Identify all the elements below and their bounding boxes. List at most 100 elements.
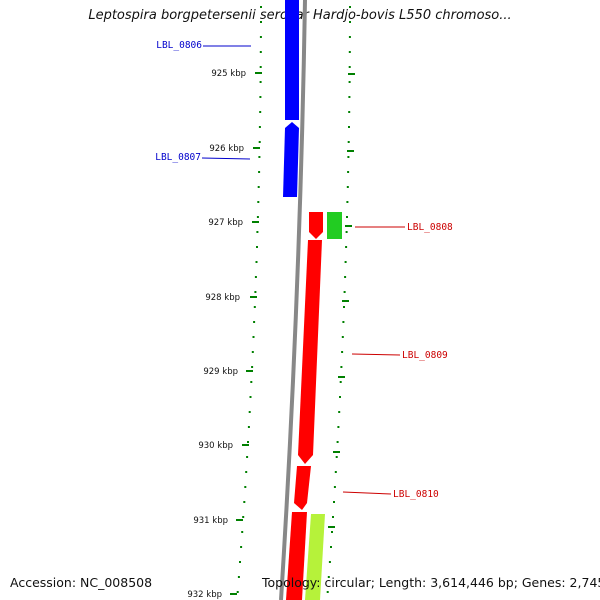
scale-dot [334,471,337,473]
tick-label: 926 kbp [209,144,244,154]
scale-dot [255,261,258,263]
scale-dot [345,246,348,248]
accession-text: Accession: NC_008508 [10,575,153,590]
gene-label-text: LBL_0808 [407,222,453,233]
scale-dot [239,561,241,563]
scale-dot [257,186,260,188]
gene-label-lbl-0807[interactable]: LBL_0807 [155,152,251,163]
gene-label-lbl-0806[interactable]: LBL_0806 [156,40,251,51]
scale-dot [259,36,262,38]
scale-dot [256,216,259,218]
scale-dot [347,171,350,173]
gene-label-text: LBL_0809 [402,350,448,361]
tick-label: 928 kbp [205,293,240,303]
scale-dot [345,231,348,233]
scale-dot [258,126,261,128]
gene-label-lbl-0810[interactable]: LBL_0810 [342,489,439,500]
tick-label: 929 kbp [203,367,238,377]
scale-dot [244,486,247,488]
scale-dots [236,6,351,593]
gene-label-text: LBL_0806 [156,40,202,51]
gene-feature-lime[interactable] [305,514,325,600]
scale-dot [335,456,338,458]
scale-dot [236,591,239,593]
scale-dot [349,21,351,23]
scale-dot [250,381,253,383]
scale-dot [344,261,347,263]
right-scale-dashes [328,73,355,528]
scale-dot [346,201,349,203]
genome-backbone [279,0,307,600]
tick-928: 928 kbp [205,293,257,303]
scale-dot [242,516,245,518]
scale-dot [249,396,252,398]
gene-feature-lbl-0811[interactable] [286,512,307,600]
scale-dot [347,156,350,158]
scale-dot [342,321,345,323]
scale-dot [328,561,331,563]
scale-dot [348,51,351,53]
scale-dot [253,321,256,323]
scale-dot [246,456,249,458]
scale-dot [343,291,346,293]
tick-929: 929 kbp [203,367,253,377]
scale-dot [348,111,351,113]
scale-dot [349,6,351,8]
scale-dot [338,411,341,413]
scale-dot [240,546,243,548]
scale-dot [256,246,258,248]
gene-feature-lbl-0808-red[interactable] [309,212,323,239]
tick-label: 930 kbp [198,441,233,451]
scale-dot [259,66,262,68]
scale-dot [348,81,351,83]
scale-dot [243,501,246,503]
scale-dot [348,126,350,128]
scale-dot [339,381,342,383]
scale-dot [330,546,332,548]
scale-dot [254,291,257,293]
scale-dot [346,216,348,218]
scale-dot [259,51,262,53]
tick-931: 931 kbp [193,516,243,526]
scale-dot [347,141,350,143]
gene-label-text: LBL_0807 [155,152,201,163]
scale-dot [247,426,250,428]
tick-926: 926 kbp [209,144,260,154]
scale-dot [258,156,261,158]
topology-text: Topology: circular; Length: 3,614,446 bp… [262,575,600,590]
gene-feature-lbl-0810[interactable] [294,466,311,510]
scale-dot [343,306,345,308]
scale-dot [337,426,340,428]
scale-dot [237,576,240,578]
gene-feature-lbl-0808-green[interactable] [327,212,342,239]
scale-dot [251,366,254,368]
tick-925: 925 kbp [211,69,262,79]
tick-label: 932 kbp [187,590,222,600]
scale-dot [348,36,351,38]
scale-dot [341,336,344,338]
scale-dot [344,276,347,278]
scale-dot [245,471,248,473]
scale-dot [252,336,255,338]
scale-dot [256,231,259,233]
tick-label: 925 kbp [211,69,246,79]
gene-feature-lbl-0809[interactable] [298,240,322,464]
scale-dot [251,351,254,353]
scale-dot [258,141,261,143]
map-title: Leptospira borgpetersenii serovar Hardjo… [88,8,512,23]
scale-dot [258,171,261,173]
tick-927: 927 kbp [208,218,259,228]
gene-label-lbl-0808[interactable]: LBL_0808 [355,222,453,233]
gene-label-text: LBL_0810 [393,489,439,500]
gene-label-lbl-0809[interactable]: LBL_0809 [351,350,448,361]
scale-dot [260,6,262,8]
tick-930: 930 kbp [198,441,249,451]
gene-feature-lbl-0807[interactable] [283,122,299,197]
scale-dot [253,306,256,308]
gene-feature-lbl-0806[interactable] [285,0,299,120]
scale-dot [348,66,351,68]
scale-dot [247,441,249,443]
scale-dot [259,111,262,113]
